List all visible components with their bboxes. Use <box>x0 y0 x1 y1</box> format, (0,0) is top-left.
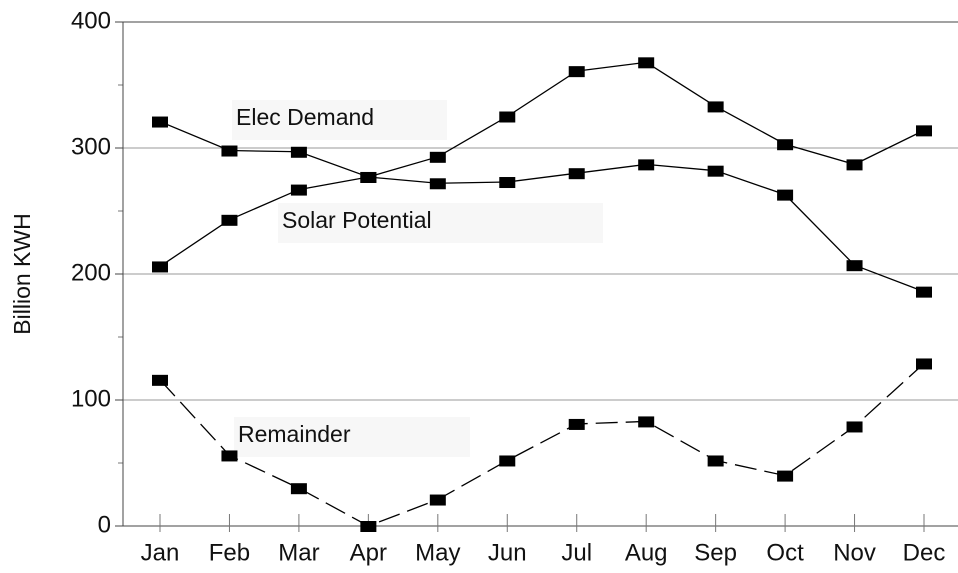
x-tick-label: Apr <box>350 539 387 566</box>
point-marker <box>916 125 932 137</box>
point-marker <box>638 159 655 171</box>
x-tick-label: Oct <box>766 539 804 566</box>
point-marker <box>638 57 655 69</box>
x-tick-label: Aug <box>625 539 668 566</box>
label-box <box>232 100 447 140</box>
point-marker <box>360 521 377 532</box>
point-marker <box>777 139 794 151</box>
x-tick-label: Jul <box>561 539 592 566</box>
x-tick-label: Sep <box>694 539 737 566</box>
point-marker <box>429 151 446 163</box>
y-axis-label: Billion KWH <box>9 213 35 334</box>
series-label: Solar Potential <box>282 207 432 233</box>
series-label: Elec Demand <box>236 104 374 130</box>
point-marker <box>568 66 585 78</box>
point-marker <box>846 421 863 433</box>
y-tick-label: 200 <box>71 259 111 286</box>
y-tick-label: 100 <box>71 385 111 412</box>
series-line <box>159 61 925 178</box>
y-tick-label: 0 <box>98 511 111 538</box>
label-box <box>234 417 470 457</box>
label-box <box>278 203 603 243</box>
point-marker <box>429 494 446 506</box>
point-marker <box>777 470 794 482</box>
point-marker <box>638 416 655 428</box>
series-line <box>159 163 925 293</box>
point-marker <box>290 146 307 158</box>
point-marker <box>221 214 238 226</box>
x-tick-label: Mar <box>278 539 319 566</box>
point-marker <box>568 418 585 430</box>
point-marker <box>846 159 863 171</box>
point-marker <box>152 261 168 273</box>
point-marker <box>290 184 307 196</box>
point-marker <box>152 116 168 128</box>
point-marker <box>221 450 238 462</box>
point-marker <box>221 145 238 157</box>
point-marker <box>290 483 307 495</box>
point-marker <box>360 171 377 183</box>
point-marker <box>429 178 446 190</box>
x-tick-label: Nov <box>833 539 876 566</box>
point-marker <box>499 177 516 189</box>
point-marker <box>152 374 168 386</box>
series-line <box>159 362 925 527</box>
point-marker <box>707 101 724 113</box>
y-tick-label: 300 <box>71 133 111 160</box>
point-marker <box>846 260 863 272</box>
point-marker <box>707 455 724 467</box>
series-label: Remainder <box>238 421 351 447</box>
point-marker <box>499 111 516 123</box>
point-marker <box>707 165 724 177</box>
x-tick-label: Jun <box>488 539 527 566</box>
point-marker <box>916 286 932 298</box>
x-tick-label: Jan <box>141 539 180 566</box>
x-tick-label: Feb <box>209 539 250 566</box>
x-tick-label: May <box>415 539 460 566</box>
y-tick-label: 400 <box>71 7 111 34</box>
point-marker <box>916 358 932 370</box>
point-marker <box>777 189 794 201</box>
x-tick-label: Dec <box>903 539 946 566</box>
point-marker <box>568 168 585 180</box>
point-marker <box>499 455 516 467</box>
